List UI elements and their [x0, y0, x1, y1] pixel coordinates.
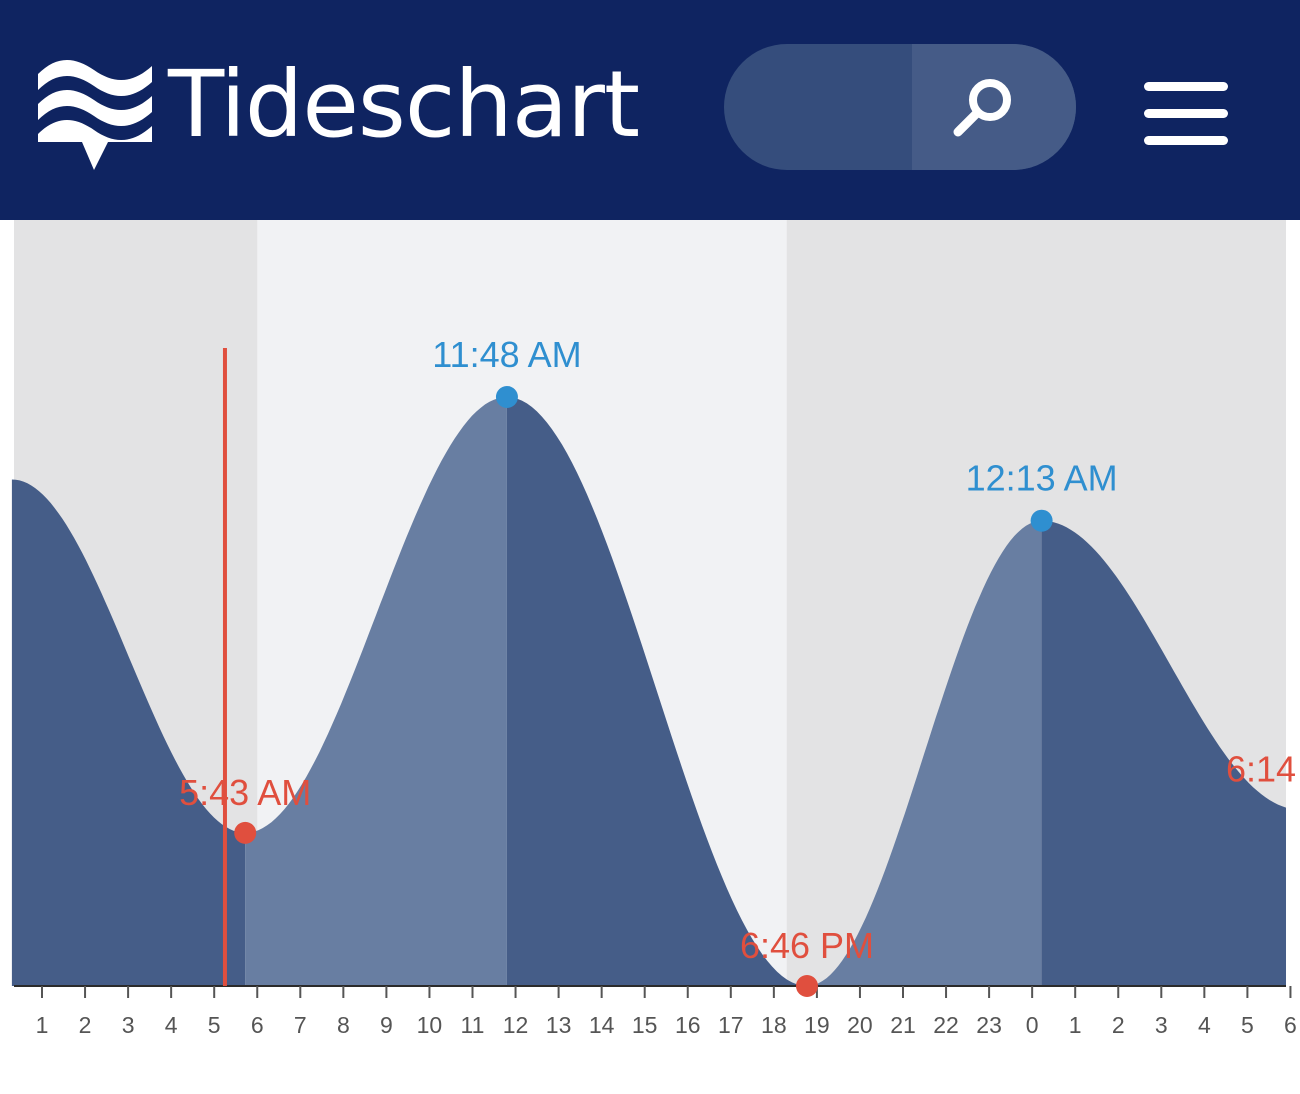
- high-tide-label: 12:13 AM: [966, 458, 1118, 499]
- x-tick-label: 16: [675, 1012, 701, 1038]
- search-input[interactable]: [724, 44, 912, 170]
- search-box: [724, 44, 1076, 170]
- x-tick-label: 4: [165, 1012, 178, 1038]
- high-tide-point[interactable]: [495, 386, 518, 408]
- x-tick-label: 9: [380, 1012, 393, 1038]
- x-tick-label: 20: [847, 1012, 873, 1038]
- magnifier-icon: [953, 79, 1011, 137]
- falling-tide-area: [506, 397, 807, 986]
- x-tick-label: 11: [461, 1012, 485, 1038]
- x-tick-label: 2: [79, 1012, 92, 1038]
- tide-chart-svg: 1 2 3 4 5 6 7 8 9 10 11 12 13 14 15 16 17 18 19 20 21 22 23 0 1 2…: [11, 220, 1297, 1038]
- x-tick-label: 3: [1155, 1012, 1168, 1038]
- falling-tide-area: [11, 479, 246, 986]
- x-tick-label: 2: [1112, 1012, 1125, 1038]
- x-tick-label: 0: [1026, 1012, 1039, 1038]
- x-tick-label: 19: [804, 1012, 830, 1038]
- low-tide-point[interactable]: [234, 821, 257, 844]
- x-tick-label: 22: [933, 1012, 959, 1038]
- x-tick-label: 6: [251, 1012, 264, 1038]
- site-header: Tideschart: [0, 0, 1300, 220]
- low-tide-label: 5:43 AM: [179, 772, 311, 813]
- search-button[interactable]: [912, 44, 1076, 170]
- x-tick-label: 18: [761, 1012, 787, 1038]
- high-tide-point[interactable]: [1030, 509, 1053, 532]
- x-tick-label: 10: [417, 1012, 443, 1038]
- x-tick-label: 23: [976, 1012, 1002, 1038]
- x-tick-label: 6: [1284, 1012, 1297, 1038]
- x-tick-label: 1: [1069, 1012, 1082, 1038]
- falling-tide-area: [1041, 520, 1286, 986]
- x-tick-label: 8: [337, 1012, 350, 1038]
- x-tick-label: 13: [546, 1012, 572, 1038]
- waves-logo-icon[interactable]: [36, 52, 154, 172]
- hamburger-menu-icon[interactable]: [1140, 78, 1230, 152]
- x-tick-label: 14: [589, 1012, 615, 1038]
- x-tick-label: 21: [890, 1012, 916, 1038]
- x-tick-label: 3: [122, 1012, 135, 1038]
- x-tick-label: 12: [503, 1012, 529, 1038]
- low-tide-label: 6:14: [1226, 748, 1296, 789]
- tide-chart: 1 2 3 4 5 6 7 8 9 10 11 12 13 14 15 16 17 18 19 20 21 22 23 0 1 2…: [0, 220, 1300, 1089]
- brand-name[interactable]: Tideschart: [168, 51, 640, 158]
- x-tick-label: 15: [632, 1012, 658, 1038]
- rising-tide-area: [807, 520, 1042, 986]
- rising-tide-area: [245, 397, 507, 986]
- x-tick-label: 5: [208, 1012, 221, 1038]
- low-tide-point[interactable]: [795, 975, 818, 997]
- x-tick-label: 17: [718, 1012, 744, 1038]
- low-tide-label: 6:46 PM: [740, 925, 874, 966]
- x-tick-label: 1: [36, 1012, 49, 1038]
- x-tick-label: 5: [1241, 1012, 1254, 1038]
- high-tide-label: 11:48 AM: [432, 334, 581, 375]
- x-tick-label: 4: [1198, 1012, 1211, 1038]
- x-tick-label: 7: [294, 1012, 307, 1038]
